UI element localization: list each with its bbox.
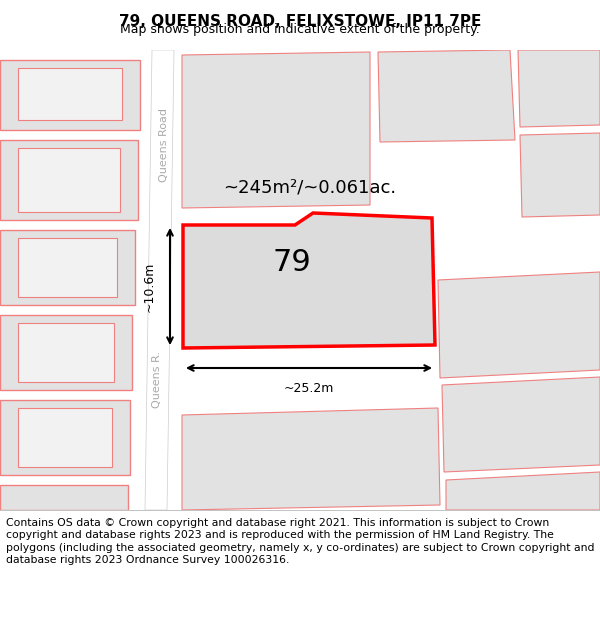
Polygon shape bbox=[182, 52, 370, 208]
Polygon shape bbox=[0, 60, 140, 130]
Polygon shape bbox=[442, 377, 600, 472]
Polygon shape bbox=[0, 400, 130, 475]
Polygon shape bbox=[182, 408, 440, 510]
Polygon shape bbox=[0, 230, 135, 305]
Polygon shape bbox=[18, 68, 122, 120]
Text: Map shows position and indicative extent of the property.: Map shows position and indicative extent… bbox=[120, 23, 480, 36]
Polygon shape bbox=[520, 133, 600, 217]
Text: 79: 79 bbox=[272, 248, 311, 277]
Text: Queens R.: Queens R. bbox=[152, 351, 162, 409]
Polygon shape bbox=[183, 213, 435, 348]
Polygon shape bbox=[0, 485, 128, 510]
Polygon shape bbox=[446, 472, 600, 510]
Polygon shape bbox=[18, 238, 117, 297]
Polygon shape bbox=[145, 50, 174, 510]
Text: ~25.2m: ~25.2m bbox=[284, 382, 334, 395]
Polygon shape bbox=[18, 408, 112, 467]
Text: ~245m²/~0.061ac.: ~245m²/~0.061ac. bbox=[223, 179, 397, 197]
Text: 79, QUEENS ROAD, FELIXSTOWE, IP11 7PE: 79, QUEENS ROAD, FELIXSTOWE, IP11 7PE bbox=[119, 14, 481, 29]
Polygon shape bbox=[378, 50, 515, 142]
Polygon shape bbox=[0, 140, 138, 220]
Text: Queens Road: Queens Road bbox=[159, 108, 169, 182]
Polygon shape bbox=[438, 272, 600, 378]
Polygon shape bbox=[0, 315, 132, 390]
Polygon shape bbox=[518, 50, 600, 127]
Text: Contains OS data © Crown copyright and database right 2021. This information is : Contains OS data © Crown copyright and d… bbox=[6, 518, 595, 565]
Text: ~10.6m: ~10.6m bbox=[143, 261, 156, 312]
Polygon shape bbox=[18, 323, 114, 382]
Polygon shape bbox=[18, 148, 120, 212]
